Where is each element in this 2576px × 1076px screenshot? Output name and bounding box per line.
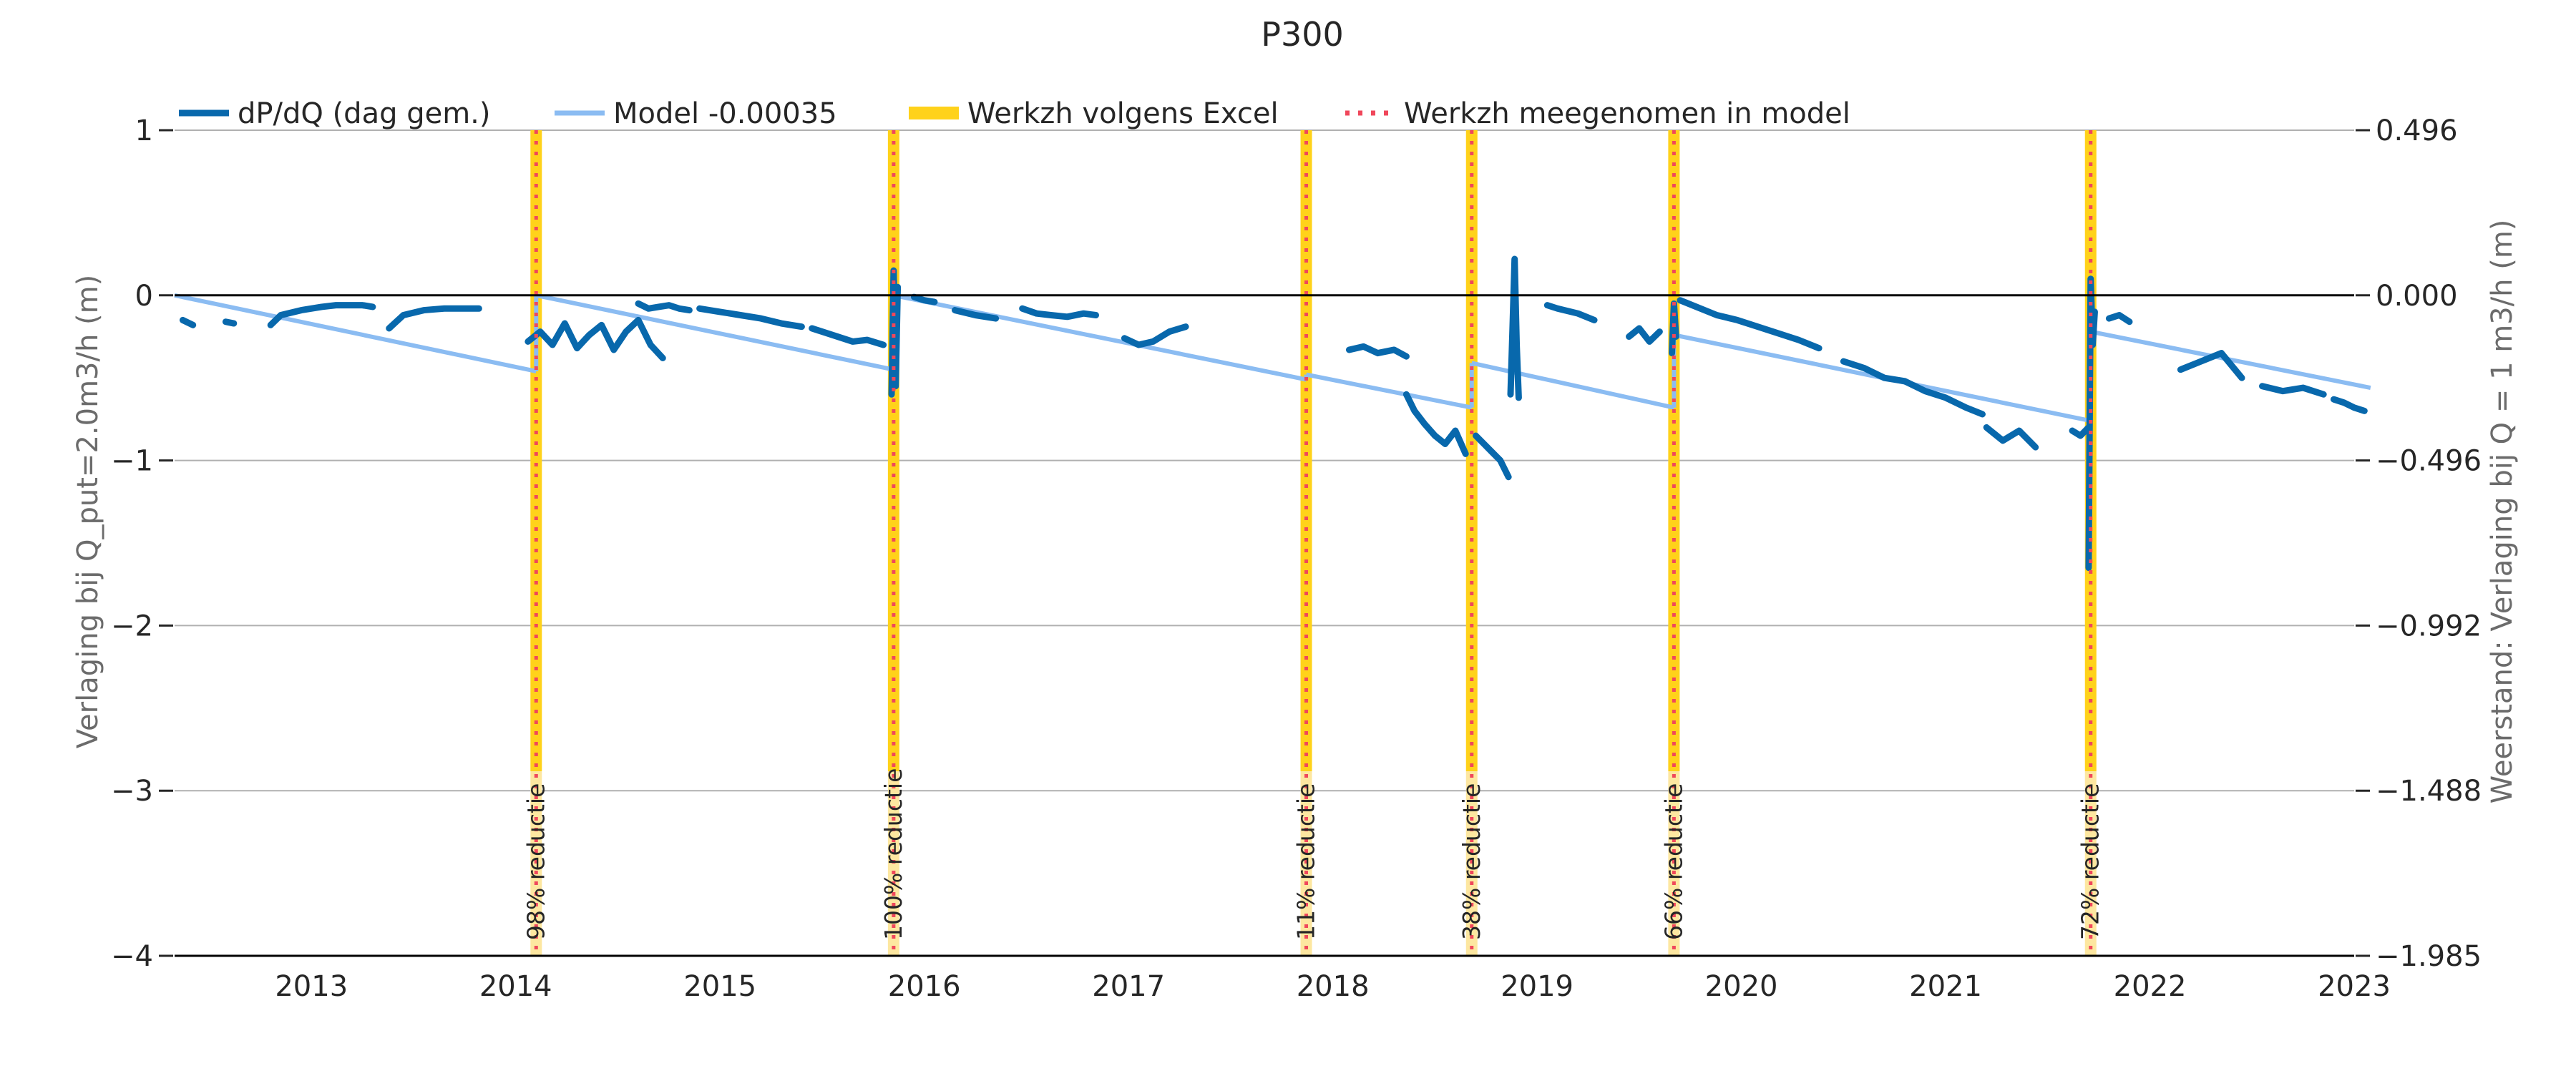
data-line-segment	[1019, 305, 1099, 321]
x-tick-label: 2015	[683, 970, 756, 1003]
x-tick-label: 2022	[2114, 970, 2187, 1003]
model-line-segment	[1471, 361, 1675, 410]
data-line-segment	[888, 267, 902, 398]
data-line-segment	[1626, 325, 1663, 345]
x-tick-label: 2014	[479, 970, 552, 1003]
data-line-segment	[2330, 396, 2368, 414]
data-line-segment	[1345, 343, 1410, 360]
data-line-segment	[2259, 383, 2327, 398]
y-axis-right-label: Weerstand: Verlaging bij Q = 1 m3/h (m)	[2486, 220, 2519, 804]
data-series	[179, 255, 2368, 572]
y-tick-label-right: 0.000	[2376, 280, 2458, 313]
data-line-segment	[1543, 302, 1598, 323]
y-tick-label-right: −0.496	[2376, 445, 2482, 478]
maintenance-label: 100% reductie	[879, 768, 907, 940]
legend-label: Werkzh volgens Excel	[967, 97, 1279, 130]
x-tick-label: 2017	[1092, 970, 1165, 1003]
y-tick-label-right: 0.496	[2376, 114, 2458, 147]
y-tick-label-left: 0	[135, 280, 153, 313]
legend-label: Werkzh meegenomen in model	[1404, 97, 1850, 130]
legend-label: Model -0.00035	[613, 97, 837, 130]
maintenance-annotations: 98% reductie 100% reductie 11% reductie 38%…	[522, 768, 2104, 940]
axes: 1 0.496 0 0.000 −1 −0.496 −2 −0.992 −3 −1.488 −4 −1…	[111, 114, 2482, 1003]
y-tick-label-left: −3	[111, 775, 153, 808]
y-tick-label-right: −0.992	[2376, 610, 2482, 642]
x-tick-label: 2023	[2318, 970, 2391, 1003]
maintenance-band	[1465, 130, 1478, 771]
x-tick-label: 2018	[1297, 970, 1370, 1003]
data-line-segment	[2177, 350, 2245, 381]
legend-swatch-band	[909, 107, 959, 119]
x-tick-label: 2016	[888, 970, 961, 1003]
maintenance-label: 98% reductie	[522, 783, 550, 940]
y-tick-label-left: −1	[111, 445, 153, 478]
maintenance-markers	[534, 130, 2093, 956]
data-line-segment	[2105, 311, 2133, 326]
chart-title: P300	[1261, 15, 1344, 54]
maintenance-band	[1668, 130, 1680, 771]
data-line-segment	[267, 302, 376, 328]
legend: dP/dQ (dag gem.) Model -0.00035 Werkzh vol…	[179, 97, 1850, 130]
data-line-segment	[635, 300, 693, 314]
maintenance-label: 11% reductie	[1292, 783, 1320, 940]
data-line-segment	[1402, 391, 1469, 457]
y-tick-label-right: −1.488	[2376, 775, 2482, 808]
x-tick-label: 2021	[1909, 970, 1982, 1003]
maintenance-label: 66% reductie	[1659, 783, 1687, 940]
y-axis-left-label: Verlaging bij Q_put=2.0m3/h (m)	[72, 275, 104, 748]
data-line-segment	[179, 316, 197, 328]
data-line-segment	[1677, 297, 1823, 352]
maintenance-band	[887, 130, 899, 771]
legend-label: dP/dQ (dag gem.)	[238, 97, 490, 130]
x-tick-label: 2019	[1501, 970, 1574, 1003]
data-line-segment	[696, 305, 805, 331]
maintenance-band	[1300, 130, 1312, 771]
model-line-segment	[535, 293, 894, 372]
data-line-segment	[1983, 424, 2039, 451]
x-tick-label: 2020	[1705, 970, 1778, 1003]
data-line-segment	[386, 305, 482, 332]
x-tick-label: 2013	[275, 970, 348, 1003]
maintenance-label: 38% reductie	[1458, 783, 1485, 940]
maintenance-band	[530, 130, 542, 771]
data-line-segment	[952, 307, 1000, 322]
grid-lines	[175, 129, 2354, 792]
model-series	[174, 293, 2371, 424]
data-line-segment	[525, 316, 666, 362]
data-line-segment	[1507, 255, 1522, 401]
y-tick-label-left: 1	[135, 114, 153, 147]
y-tick-label-left: −4	[111, 940, 153, 973]
y-tick-label-right: −1.985	[2376, 940, 2482, 973]
y-tick-label-left: −2	[111, 610, 153, 642]
model-line-segment	[174, 293, 537, 373]
data-line-segment	[809, 325, 887, 348]
data-line-segment	[910, 293, 938, 305]
maintenance-label: 72% reductie	[2077, 783, 2104, 940]
data-line-segment	[1472, 432, 1512, 481]
data-line-segment	[1121, 323, 1189, 348]
data-line-segment	[222, 318, 238, 327]
model-line-segment	[1305, 372, 1473, 410]
data-line-segment	[2069, 424, 2092, 439]
data-line-segment	[1840, 358, 1986, 418]
